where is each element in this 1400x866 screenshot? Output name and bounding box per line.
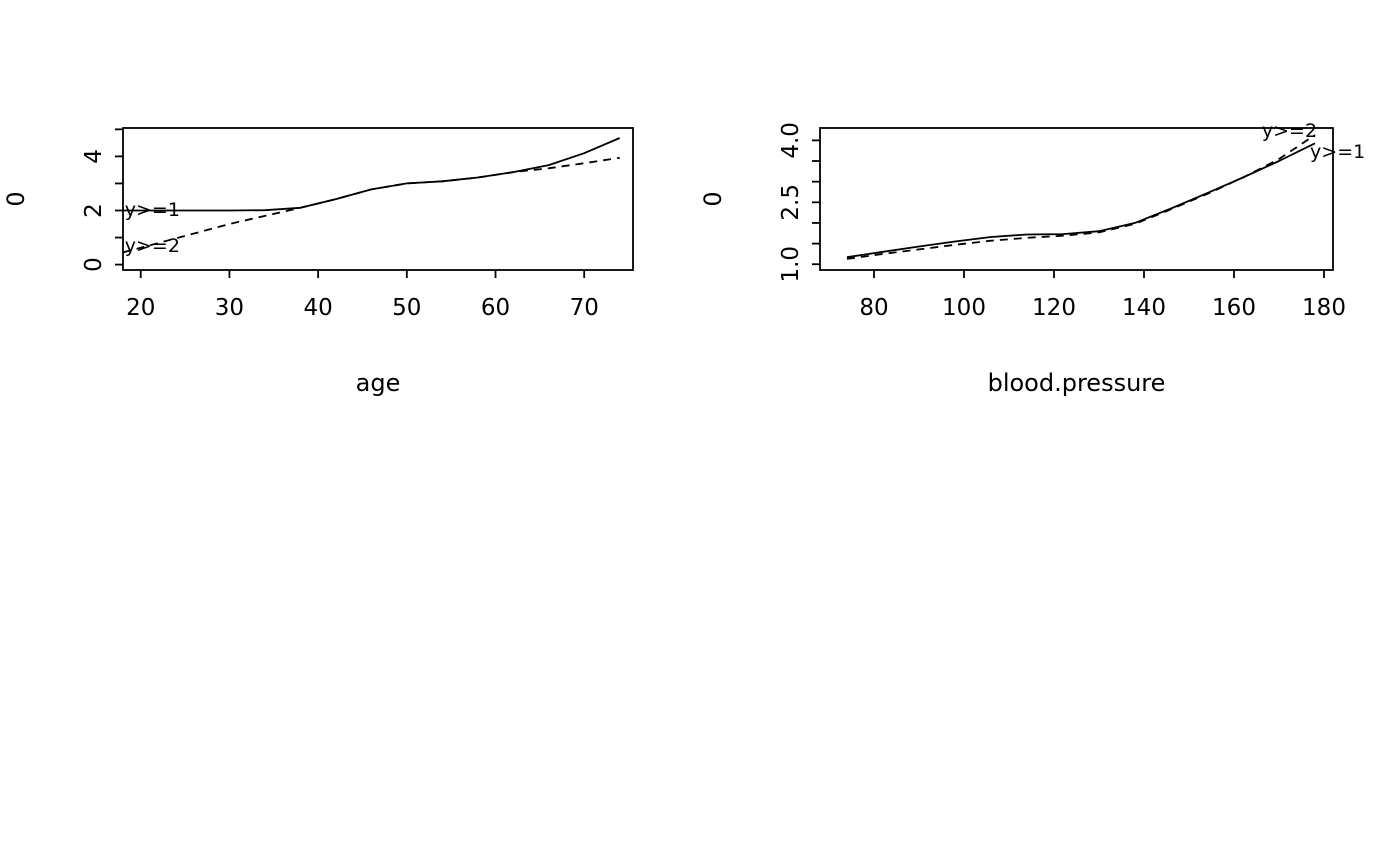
x-axis-title: age (356, 369, 401, 397)
x-tick-label: 120 (1032, 295, 1076, 321)
curve-label: y>=2 (125, 235, 180, 257)
x-tick-label: 20 (126, 295, 155, 321)
series-line-dashed (846, 134, 1316, 260)
curve-label: y>=2 (1262, 120, 1317, 142)
y-axis-title: 0 (2, 191, 30, 206)
curve-label: y>=1 (125, 199, 180, 221)
plot-box (122, 127, 634, 271)
x-tick-label: 140 (1122, 295, 1166, 321)
plot-box (819, 127, 1334, 271)
x-axis-title: blood.pressure (988, 369, 1166, 397)
curve-label: y>=1 (1310, 141, 1365, 163)
x-tick-label: 70 (570, 295, 599, 321)
x-tick-label: 180 (1302, 295, 1346, 321)
chart-age: 20 30 40 50 60 70 0 2 4 y>=1 y>=2 age 0 (2, 127, 634, 397)
y-tick-label: 0 (81, 257, 107, 272)
chart-blood-pressure: 80 100 120 140 160 180 1.0 2.5 4.0 y>=2y>=1 blood.… (699, 120, 1365, 397)
y-tick-label: 1.0 (778, 246, 804, 283)
series-line-solid (123, 137, 621, 212)
y-tick-label: 2.5 (778, 184, 804, 221)
series-line-solid (846, 142, 1316, 259)
x-tick-label: 80 (859, 295, 888, 321)
y-tick-label: 4 (81, 149, 107, 164)
x-tick-label: 40 (303, 295, 332, 321)
y-tick-label: 4.0 (778, 122, 804, 159)
x-tick-label: 100 (942, 295, 986, 321)
y-tick-label: 2 (81, 203, 107, 218)
x-tick-label: 160 (1212, 295, 1256, 321)
x-tick-label: 60 (481, 295, 510, 321)
x-tick-label: 30 (215, 295, 244, 321)
y-axis-title: 0 (699, 191, 727, 206)
series-line-dashed (122, 156, 620, 254)
x-tick-label: 50 (392, 295, 421, 321)
